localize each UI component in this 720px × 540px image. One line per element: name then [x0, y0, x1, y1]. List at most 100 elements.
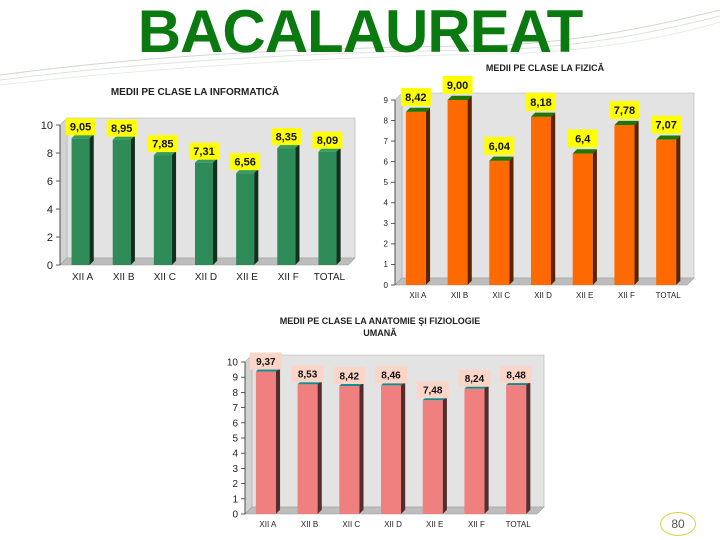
data-label: 8,09 [317, 135, 338, 147]
value-label-box [400, 87, 431, 106]
title-swoosh [0, 9, 720, 86]
bar-side [275, 367, 281, 514]
data-label: 8,53 [298, 370, 318, 381]
bar [572, 153, 593, 285]
bar-side [425, 107, 431, 285]
value-label-box [271, 128, 302, 146]
x-tick-label: XII F [468, 520, 485, 529]
bar [464, 388, 485, 514]
value-label-box [249, 352, 282, 370]
bar [236, 173, 255, 265]
value-label-box [567, 129, 598, 148]
bar [339, 386, 360, 514]
x-tick-label: XII D [384, 520, 402, 529]
bar [422, 400, 443, 514]
data-label: 8,95 [111, 123, 132, 135]
x-tick-label: XII E [426, 520, 443, 529]
y-tick-label: 9 [232, 373, 238, 384]
x-tick-label: XII F [278, 272, 299, 283]
chart-title-line-1: MEDII PE CLASE LA ANATOMIE ŞI FIZIOLOGIE [280, 316, 481, 326]
plot-side-wall [244, 354, 253, 515]
x-tick-label: TOTAL [656, 291, 682, 300]
chart-anatomie: MEDII PE CLASE LA ANATOMIE ŞI FIZIOLOGIE… [227, 316, 545, 529]
bar [255, 371, 276, 514]
bar [195, 162, 213, 265]
data-label: 8,42 [340, 371, 360, 382]
y-tick-label: 5 [384, 178, 389, 187]
x-tick-label: XII D [534, 291, 552, 300]
data-label: 8,46 [381, 371, 401, 382]
bar-side [336, 147, 341, 265]
bar-side [551, 112, 556, 286]
bar-side [442, 396, 447, 514]
x-tick-label: XII D [195, 272, 217, 283]
value-label-box [500, 366, 533, 384]
value-label-box [484, 136, 515, 155]
bar [656, 139, 677, 285]
page-number: 80 [660, 512, 696, 536]
bar-side [634, 120, 639, 285]
value-label-box [333, 367, 366, 385]
bar [71, 138, 90, 265]
y-tick-label: 6 [384, 157, 389, 166]
bar [506, 385, 527, 514]
value-label-box [442, 76, 473, 94]
bar [112, 139, 131, 265]
y-tick-label: 10 [227, 358, 239, 369]
data-label: 7,85 [152, 138, 173, 150]
plot-side-wall [59, 117, 68, 266]
x-tick-label: TOTAL [314, 272, 346, 283]
data-label: 7,48 [423, 386, 443, 397]
y-tick-label: 8 [47, 148, 53, 160]
data-label: 8,24 [465, 374, 485, 385]
value-label-box [106, 119, 137, 137]
data-label: 7,31 [193, 146, 214, 158]
data-label: 6,4 [575, 133, 591, 145]
value-label-box [65, 118, 96, 136]
chart-fizica: MEDII PE CLASE LA FIZICĂ 0 1 2 3 4 5 6 7 8 9 8,42 XI… [384, 63, 695, 300]
y-tick-label: 0 [384, 281, 389, 290]
bar [381, 385, 401, 514]
value-label-box [147, 135, 178, 153]
bar-side [592, 149, 597, 285]
value-label-box [291, 365, 324, 383]
y-tick-label: 3 [384, 219, 389, 228]
bar-top [614, 120, 639, 126]
x-tick-label: XII E [236, 272, 258, 283]
x-tick-label: TOTAL [506, 520, 532, 529]
y-tick-label: 1 [384, 260, 389, 269]
data-label: 9,00 [447, 80, 468, 92]
y-tick-label: 2 [232, 479, 238, 490]
y-tick-label: 9 [384, 96, 389, 105]
data-label: 6,04 [489, 141, 511, 153]
chart-informatica: MEDII PE CLASE LA INFORMATICĂ 0 2 4 6 8 10 9,05… [41, 85, 356, 283]
bar-side [254, 168, 259, 265]
plot-side-wall [394, 92, 403, 286]
x-tick-label: XII B [451, 291, 468, 300]
bar [531, 116, 551, 285]
data-label: 7,78 [614, 105, 635, 117]
data-label: 7,07 [655, 120, 676, 132]
x-tick-label: XII C [342, 520, 360, 529]
x-tick-label: XII A [409, 291, 427, 300]
y-tick-label: 3 [232, 464, 238, 475]
y-tick-label: 8 [384, 116, 389, 125]
value-label-box [312, 131, 343, 149]
bar-top [489, 156, 514, 161]
bar [153, 155, 172, 265]
bar [297, 384, 318, 514]
bar-side [89, 134, 94, 265]
y-tick-label: 6 [232, 418, 238, 429]
y-tick-label: 4 [47, 204, 53, 216]
data-label: 8,48 [506, 370, 526, 381]
bar-top [531, 112, 556, 117]
data-label: 9,05 [70, 122, 91, 134]
y-tick-label: 4 [384, 199, 389, 208]
bar-side [171, 150, 177, 265]
data-label: 8,42 [405, 92, 426, 104]
y-tick-label: 7 [384, 137, 389, 146]
data-label: 9,37 [256, 357, 276, 368]
bar-side [317, 380, 322, 514]
value-label-box [416, 381, 449, 399]
data-label: 8,35 [276, 131, 297, 143]
